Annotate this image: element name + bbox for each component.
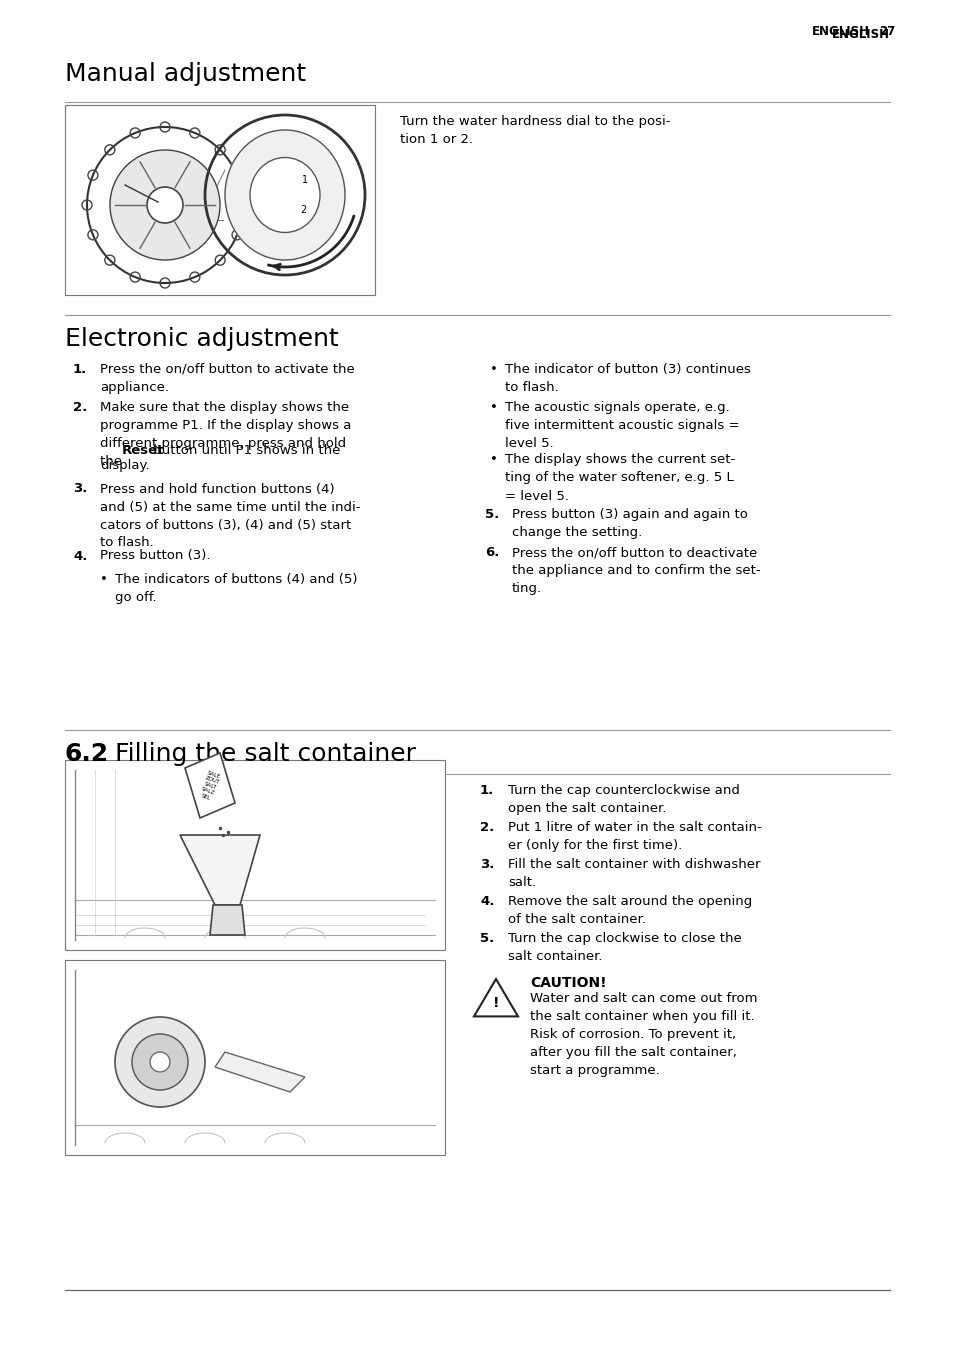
- Text: 2: 2: [299, 206, 306, 215]
- Text: 3.: 3.: [479, 859, 494, 871]
- Polygon shape: [474, 979, 517, 1017]
- Circle shape: [150, 1052, 170, 1072]
- Text: The indicator of button (3) continues
to flash.: The indicator of button (3) continues to…: [504, 362, 750, 393]
- Text: ENGLISH: ENGLISH: [831, 28, 889, 41]
- Circle shape: [105, 256, 114, 265]
- Text: Put 1 litre of water in the salt contain-
er (only for the first time).: Put 1 litre of water in the salt contain…: [507, 821, 760, 852]
- Text: Press and hold function buttons (4)
and (5) at the same time until the indi-
cat: Press and hold function buttons (4) and …: [100, 483, 360, 549]
- Circle shape: [232, 170, 242, 180]
- Circle shape: [190, 128, 199, 138]
- Text: 1.: 1.: [73, 362, 87, 376]
- Polygon shape: [214, 1052, 305, 1092]
- Circle shape: [160, 122, 170, 132]
- Text: 4.: 4.: [479, 895, 494, 909]
- Text: •: •: [490, 362, 497, 376]
- Text: Press button (3) again and again to
change the setting.: Press button (3) again and again to chan…: [512, 508, 747, 539]
- Text: Press the on/off button to activate the
appliance.: Press the on/off button to activate the …: [100, 362, 355, 393]
- Bar: [65, 760, 444, 950]
- Text: 3.: 3.: [73, 483, 88, 495]
- Text: •: •: [490, 402, 497, 414]
- Text: 4.: 4.: [73, 549, 88, 562]
- Text: 5.: 5.: [484, 508, 498, 521]
- Text: The acoustic signals operate, e.g.
five intermittent acoustic signals =
level 5.: The acoustic signals operate, e.g. five …: [504, 402, 739, 450]
- Bar: [65, 960, 444, 1155]
- Circle shape: [130, 128, 140, 138]
- Text: Turn the cap clockwise to close the
salt container.: Turn the cap clockwise to close the salt…: [507, 932, 741, 963]
- Text: 6.: 6.: [484, 546, 498, 558]
- Circle shape: [82, 200, 91, 210]
- Circle shape: [115, 1017, 205, 1107]
- Bar: [65, 105, 375, 295]
- Text: Press the on/off button to deactivate
the appliance and to confirm the set-
ting: Press the on/off button to deactivate th…: [512, 546, 760, 595]
- Circle shape: [190, 272, 199, 283]
- Circle shape: [160, 279, 170, 288]
- Ellipse shape: [225, 130, 345, 260]
- Circle shape: [130, 272, 140, 283]
- Text: display.: display.: [100, 458, 150, 472]
- Text: 1: 1: [301, 174, 308, 185]
- Circle shape: [110, 150, 220, 260]
- Circle shape: [237, 200, 248, 210]
- Text: The display shows the current set-
ting of the water softener, e.g. 5 L
= level : The display shows the current set- ting …: [504, 453, 735, 503]
- Text: 1.: 1.: [479, 784, 494, 796]
- Circle shape: [105, 145, 114, 155]
- Circle shape: [87, 127, 243, 283]
- Text: Remove the salt around the opening
of the salt container.: Remove the salt around the opening of th…: [507, 895, 752, 926]
- Text: Manual adjustment: Manual adjustment: [65, 62, 306, 87]
- Polygon shape: [210, 904, 245, 936]
- Circle shape: [205, 115, 365, 274]
- Circle shape: [215, 256, 225, 265]
- Text: 27: 27: [878, 24, 894, 38]
- Text: Fill the salt container with dishwasher
salt.: Fill the salt container with dishwasher …: [507, 859, 760, 890]
- Text: 2.: 2.: [73, 402, 87, 414]
- Text: Filling the salt container: Filling the salt container: [107, 742, 416, 767]
- Text: •: •: [490, 453, 497, 466]
- Circle shape: [88, 230, 98, 239]
- Circle shape: [232, 230, 242, 239]
- Text: •: •: [100, 573, 108, 585]
- Text: 2.: 2.: [479, 821, 494, 834]
- Circle shape: [88, 170, 98, 180]
- Text: !: !: [493, 996, 498, 1010]
- Ellipse shape: [250, 157, 319, 233]
- Text: Make sure that the display shows the
programme P1. If the display shows a
differ: Make sure that the display shows the pro…: [100, 402, 351, 468]
- Circle shape: [132, 1034, 188, 1090]
- Text: Reset: Reset: [122, 445, 164, 457]
- Text: Water and salt can come out from
the salt container when you fill it.
Risk of co: Water and salt can come out from the sal…: [530, 992, 757, 1078]
- Polygon shape: [180, 836, 260, 904]
- Text: CAUTION!: CAUTION!: [530, 976, 606, 990]
- Text: button until P1 shows in the: button until P1 shows in the: [150, 445, 340, 457]
- Text: ENGLISH: ENGLISH: [811, 24, 869, 38]
- Text: Electronic adjustment: Electronic adjustment: [65, 327, 338, 352]
- Circle shape: [147, 187, 183, 223]
- Text: The indicators of buttons (4) and (5)
go off.: The indicators of buttons (4) and (5) go…: [115, 573, 357, 604]
- Text: Press button (3).: Press button (3).: [100, 549, 211, 562]
- Polygon shape: [185, 753, 234, 818]
- Text: Turn the cap counterclockwise and
open the salt container.: Turn the cap counterclockwise and open t…: [507, 784, 740, 815]
- Text: 6.2: 6.2: [65, 742, 109, 767]
- Text: SALE
ZOUT
SALT
SALZ
SEL: SALE ZOUT SALT SALZ SEL: [198, 771, 222, 802]
- Text: 5.: 5.: [479, 932, 494, 945]
- Circle shape: [215, 145, 225, 155]
- Text: Turn the water hardness dial to the posi-
tion 1 or 2.: Turn the water hardness dial to the posi…: [399, 115, 670, 146]
